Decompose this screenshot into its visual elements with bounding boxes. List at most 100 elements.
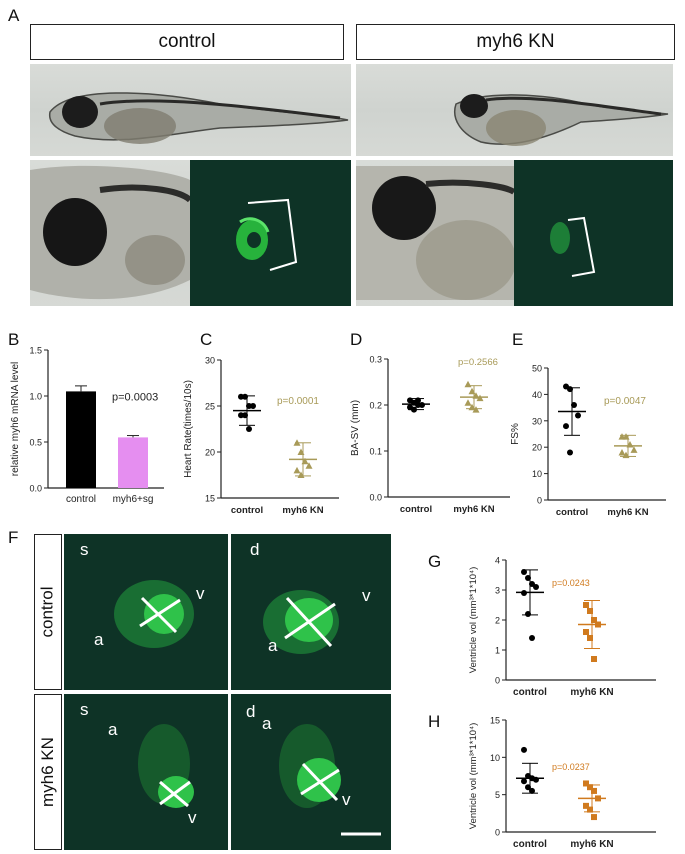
chart-b-xtick-label-1: myh6+sg xyxy=(113,494,154,505)
panel-g-letter: G xyxy=(428,552,442,571)
chart-d-point-g0 xyxy=(419,402,425,408)
chart-e-pvalue: p=0.0047 xyxy=(604,396,646,407)
panel-h-letter: H xyxy=(428,712,441,731)
chart-d-xtick-label-0: control xyxy=(400,504,432,515)
chart-e-point-g0 xyxy=(575,412,581,419)
chart-h-pvalue: p=0.0237 xyxy=(552,762,590,772)
chart-e-xtick-label-0: control xyxy=(556,507,588,518)
chart-e-point-g0 xyxy=(563,423,569,430)
larva-whole-myh6kn-photo xyxy=(356,64,673,156)
chart-h-point-g0 xyxy=(521,778,527,785)
chart-e-point-g1 xyxy=(630,446,638,453)
chart-b-ytick-label: 0.5 xyxy=(29,438,42,448)
chart-h-point-g1 xyxy=(583,802,589,809)
panel-f-row-label-control-text: control xyxy=(38,586,57,638)
chart-d-ylabel: BA-SV (mm) xyxy=(350,400,361,456)
chart-h-ytick-label: 0 xyxy=(495,828,500,838)
chart-d-pvalue: p=0.2566 xyxy=(458,357,498,368)
chart-d-point-g1 xyxy=(472,406,480,413)
chart-c-point-g0 xyxy=(246,426,252,432)
chart-e-ytick-label: 20 xyxy=(532,443,542,453)
heart-tile-myh6kn-systole xyxy=(64,694,228,850)
chart-e-ytick-label: 40 xyxy=(532,390,542,400)
panel-f-row-label-control: control xyxy=(34,534,62,690)
panel-b-letter: B xyxy=(8,330,20,349)
chart-c-ytick-label: 25 xyxy=(205,402,215,412)
chart-b-pvalue: p=0.0003 xyxy=(112,392,158,404)
tile3-v: v xyxy=(188,808,197,827)
chart-g-point-g1 xyxy=(591,617,597,623)
chart-c-ylabel: Heart Rate(times/10s) xyxy=(183,380,194,478)
chart-b: 0.0 0.5 1.0 1.5 relative myh6 mRNA level cont… xyxy=(10,346,164,505)
chart-g-ytick-label: 1 xyxy=(495,646,500,656)
chart-g-point-g1 xyxy=(583,602,589,608)
chart-c-ytick-label: 20 xyxy=(205,448,215,458)
chart-g-ytick-label: 4 xyxy=(495,556,500,566)
panel-d-letter: D xyxy=(350,330,363,349)
chart-h-point-g1 xyxy=(587,784,593,791)
heart-tile-myh6kn-diastole xyxy=(231,694,391,850)
chart-h-point-g1 xyxy=(583,780,589,787)
tile4-a: a xyxy=(262,714,272,733)
tile2-v: v xyxy=(362,586,371,605)
chart-h-xtick-label-1: myh6 KN xyxy=(570,839,613,850)
chart-c: 15 20 25 30 Heart Rate(times/10s) control myh6… xyxy=(183,356,339,516)
chart-h-point-g1 xyxy=(591,814,597,821)
larva-head-myh6kn-photo xyxy=(356,160,514,306)
chart-d-ytick-label: 0.1 xyxy=(369,447,382,457)
chart-c-point-g0 xyxy=(250,403,256,409)
panel-c-letter: C xyxy=(200,330,213,349)
chart-b-bar-0 xyxy=(66,391,96,488)
chart-e-point-g1 xyxy=(618,448,626,456)
chart-e-ylabel: FS% xyxy=(510,423,521,445)
larva-head-control-photo xyxy=(30,160,190,306)
tile2-phase: d xyxy=(250,540,260,559)
heart-fluorescence-myh6kn-photo xyxy=(514,160,673,306)
chart-d-point-g1 xyxy=(464,399,472,406)
chart-d-ytick-label: 0.0 xyxy=(369,493,382,503)
chart-e-ytick-label: 0 xyxy=(537,496,542,506)
chart-g-point-g0 xyxy=(521,569,527,575)
panel-a-header-myh6kn: myh6 KN xyxy=(356,24,675,60)
chart-g-point-g1 xyxy=(591,656,597,662)
panel-a-header-control: control xyxy=(30,24,344,60)
tile4-v: v xyxy=(342,790,351,809)
panel-a-header-myh6kn-label: myh6 KN xyxy=(476,31,555,52)
chart-g-point-g0 xyxy=(533,584,539,590)
chart-g-point-g0 xyxy=(529,635,535,641)
panel-a-letter: A xyxy=(8,6,20,25)
panel-f-row-label-myh6kn: myh6 KN xyxy=(34,694,62,850)
chart-g-xtick-label-0: control xyxy=(513,687,547,698)
chart-h-ytick-label: 5 xyxy=(495,790,500,800)
chart-c-point-g1 xyxy=(305,462,313,469)
chart-c-point-g1 xyxy=(293,466,301,474)
chart-h-point-g1 xyxy=(591,787,597,794)
chart-h-point-g0 xyxy=(521,746,527,753)
chart-d: 0.0 0.1 0.2 0.3 BA-SV (mm) control myh6 KN p=0.… xyxy=(350,355,510,515)
tile1-phase: s xyxy=(80,540,89,559)
panel-f-letter: F xyxy=(8,528,19,547)
chart-g-point-g1 xyxy=(583,629,589,635)
chart-c-ytick-label: 30 xyxy=(205,356,215,366)
tile3-phase: s xyxy=(80,700,89,719)
chart-g-pvalue: p=0.0243 xyxy=(552,578,590,588)
chart-c-xtick-label-0: control xyxy=(231,505,263,516)
chart-b-bar-1 xyxy=(118,437,148,488)
chart-c-pvalue: p=0.0001 xyxy=(277,396,319,407)
tile1-a: a xyxy=(94,630,104,649)
heart-fluorescence-control-photo xyxy=(190,160,351,306)
tile3-a: a xyxy=(108,720,118,739)
chart-b-ytick-label: 1.0 xyxy=(29,392,42,402)
chart-c-ytick-label: 15 xyxy=(205,494,215,504)
chart-d-ytick-label: 0.2 xyxy=(369,401,382,411)
chart-h-ytick-label: 15 xyxy=(490,716,500,726)
chart-b-ylabel: relative myh6 mRNA level xyxy=(10,362,21,476)
chart-g-ylabel: Ventricle vol (mm³*1*10⁴) xyxy=(468,567,479,674)
chart-h-point-g1 xyxy=(587,806,593,813)
chart-d-point-g1 xyxy=(464,380,472,388)
chart-e-ytick-label: 50 xyxy=(532,364,542,374)
chart-h-ylabel: Ventricle vol (mm³*1*10⁴) xyxy=(468,723,479,830)
chart-h-ytick-label: 10 xyxy=(490,753,500,763)
tile4-phase: d xyxy=(246,702,256,721)
chart-g-ytick-label: 3 xyxy=(495,586,500,596)
